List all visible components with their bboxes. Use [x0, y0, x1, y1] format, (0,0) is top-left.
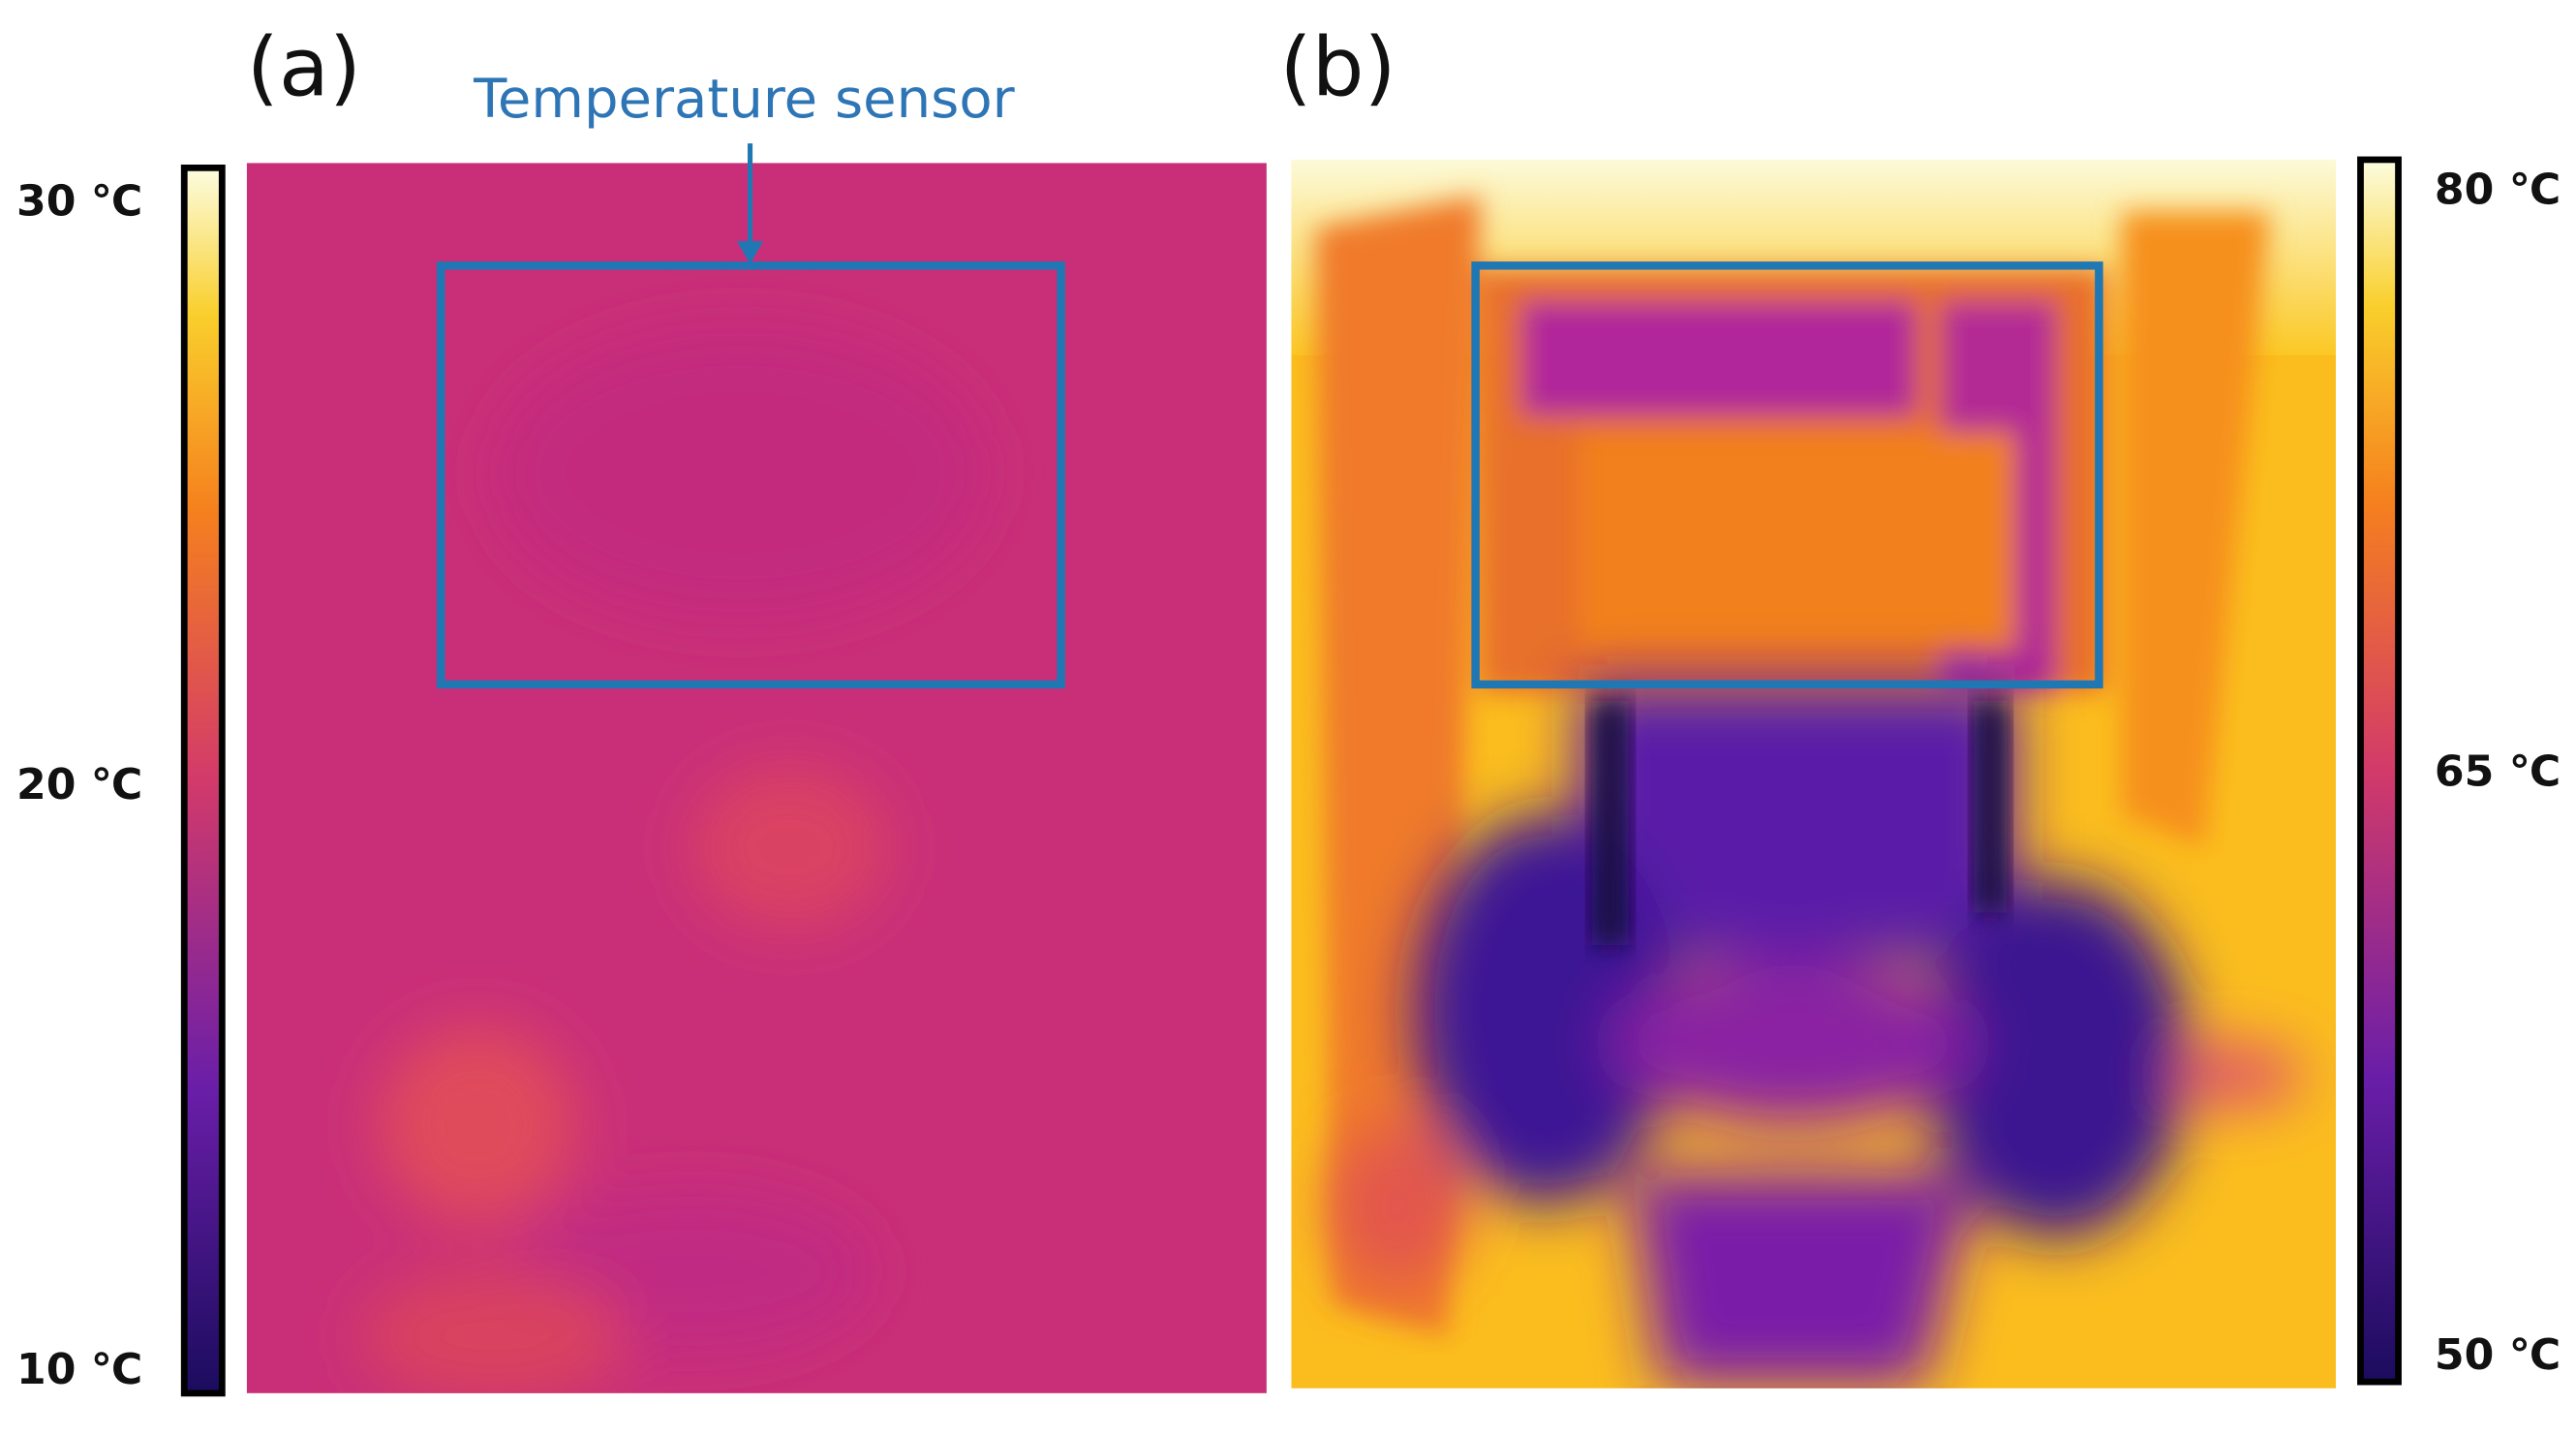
- colorbar-label: 20 ℃: [16, 760, 142, 809]
- panel-label: (b): [1280, 20, 1396, 115]
- colorbar: [180, 164, 226, 1397]
- colorbar-label: 30 ℃: [16, 176, 142, 226]
- thermal-image-a: [246, 163, 1267, 1393]
- sensor-box: [436, 261, 1065, 689]
- colorbar: [2357, 156, 2402, 1386]
- colorbar-label: 50 ℃: [2435, 1330, 2561, 1380]
- colorbar-label: 65 ℃: [2435, 748, 2561, 797]
- panel-label: (a): [247, 20, 361, 115]
- colorbar-label: 80 ℃: [2435, 166, 2561, 215]
- thermal-image-b: [1291, 159, 2337, 1388]
- annotation: Temperature sensor: [473, 68, 1015, 131]
- sensor-box: [1471, 261, 2103, 689]
- colorbar-label: 10 ℃: [16, 1345, 142, 1394]
- arrow-head: [736, 241, 764, 264]
